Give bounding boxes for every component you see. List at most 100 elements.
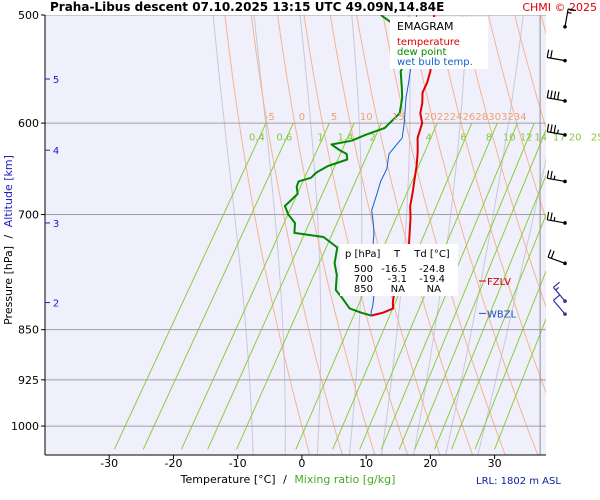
wind-barb	[546, 49, 567, 63]
wind-barb-feather	[550, 212, 553, 221]
table-cell: NA	[427, 284, 441, 295]
table-box	[340, 244, 458, 296]
wbzl-label: WBZL	[487, 309, 517, 320]
altitude-tick-label: 4	[53, 146, 59, 157]
mixing-ratio-line	[414, 128, 546, 450]
legend-wet-bulb: wet bulb temp.	[397, 57, 473, 68]
mixing-ratio-line	[142, 122, 294, 450]
mixing-ratio-line	[180, 122, 330, 450]
table-cell: 700	[354, 274, 373, 285]
wind-barb-station	[563, 24, 567, 29]
wind-barb-feather	[546, 49, 550, 58]
temperature-tick-label: -10	[229, 457, 247, 470]
dry-adiabat-label: 20	[424, 112, 437, 123]
altitude-tick-label: 5	[53, 75, 59, 86]
x-axis-title: Temperature [°C] / Mixing ratio [g/kg]	[180, 473, 396, 486]
mixing-ratio-label: 0.4	[249, 133, 265, 144]
table-header-t: T	[393, 249, 401, 260]
table-cell: NA	[391, 284, 405, 295]
dry-adiabat-label: -5	[265, 112, 275, 123]
legend-title: EMAGRAM	[397, 20, 454, 33]
x-axis-separator: /	[283, 473, 287, 486]
wind-barb-staff	[552, 299, 566, 315]
dry-adiabat-label: 28	[475, 112, 488, 123]
legend: EMAGRAM temperature dew point wet bulb t…	[390, 17, 488, 69]
moist-adiabat	[212, 15, 254, 455]
wind-barb	[547, 249, 567, 266]
dry-adiabat	[461, 15, 546, 309]
legend-dew-point: dew point	[397, 47, 446, 58]
temperature-tick-label: 20	[423, 457, 437, 470]
mixing-ratio-line	[113, 122, 267, 450]
wind-barb	[546, 170, 567, 184]
moist-adiabat	[253, 15, 286, 455]
wind-barb-feather	[546, 89, 550, 98]
wind-barb-feather	[550, 170, 553, 180]
dry-adiabat-label: 24	[450, 112, 463, 123]
pressure-tick-label: 700	[18, 209, 39, 222]
dry-adiabat-label: 26	[463, 112, 476, 123]
table-header-p: p [hPa]	[345, 249, 380, 260]
mixing-ratio-label: 1	[317, 133, 323, 144]
wind-barbs	[546, 8, 577, 316]
mixing-ratio-line	[207, 122, 355, 450]
dry-adiabat-label: 32	[501, 112, 514, 123]
wind-barb-feather	[550, 90, 553, 99]
y-axis-separator: /	[2, 234, 15, 238]
wind-barb	[546, 123, 567, 137]
mixing-ratio-label: 0.6	[276, 133, 292, 144]
temperature-tick-label: 10	[359, 457, 373, 470]
mixing-ratio-label: 4	[426, 133, 432, 144]
moist-adiabat	[445, 15, 524, 455]
legend-box	[390, 17, 488, 69]
data-table: p [hPa] T Td [°C] 500 -16.5 -24.8 700 -3…	[340, 244, 458, 296]
mixing-ratio-label: 2	[370, 133, 376, 144]
wind-barb-station	[563, 179, 567, 184]
y-axis-altitude-label: Altitude [km]	[2, 155, 15, 227]
moist-adiabat	[299, 15, 322, 455]
table-cell: -24.8	[419, 264, 445, 275]
temperature-tick-label: 30	[488, 457, 502, 470]
wind-barb-staff	[547, 219, 566, 224]
wind-barb-feather	[553, 294, 560, 301]
dry-adiabat-label: 5	[331, 112, 337, 123]
table-cell: 500	[354, 264, 373, 275]
pressure-tick-label: 850	[18, 324, 39, 337]
mixing-ratio-label: 20	[569, 133, 582, 144]
pressure-tick-label: 500	[18, 9, 39, 22]
dry-adiabat	[408, 15, 539, 455]
grid-layer	[45, 0, 600, 461]
series-dew-point	[283, 15, 410, 317]
mixing-ratio-label: 1.4	[337, 133, 353, 144]
wind-barb-feather	[550, 50, 553, 59]
wind-barb	[546, 89, 567, 103]
mixing-ratio-label: 14	[534, 133, 547, 144]
wind-barb	[546, 211, 567, 225]
wind-barb-feather	[550, 124, 553, 133]
wind-barb-half-feather	[567, 11, 572, 14]
temperature-tick-label: 0	[298, 457, 305, 470]
mixing-ratio-line	[450, 213, 546, 450]
wind-barb-staff	[547, 256, 566, 264]
wind-barb-feather	[553, 91, 557, 100]
wind-barb-feather	[546, 123, 550, 132]
mixing-ratio-line	[434, 174, 546, 450]
wind-barb	[552, 294, 567, 316]
dry-adiabat	[224, 15, 311, 455]
altitude-tick-label: 2	[53, 299, 59, 310]
dry-adiabat-label: 22	[437, 112, 450, 123]
mixing-ratio-label: 8	[486, 133, 492, 144]
mixing-ratio-label: 6	[460, 133, 466, 144]
wind-barb-station	[563, 312, 567, 316]
table-cell: -3.1	[387, 274, 407, 285]
temperature-tick-label: -30	[100, 457, 118, 470]
wind-barb-half-feather	[557, 129, 559, 134]
wind-barb-staff	[547, 56, 566, 62]
wind-barb-feather	[568, 8, 577, 11]
wind-barb-station	[563, 261, 567, 266]
axis-layer: -5 0 5 10 15 20 22 24 26 28 30 32 340.4 0.6 1 1.4 2 4 6 8 10…	[11, 9, 600, 470]
fzlv-label: FZLV	[487, 277, 511, 288]
mixing-ratio-label: 25	[591, 133, 600, 144]
dry-adiabat	[551, 0, 600, 461]
